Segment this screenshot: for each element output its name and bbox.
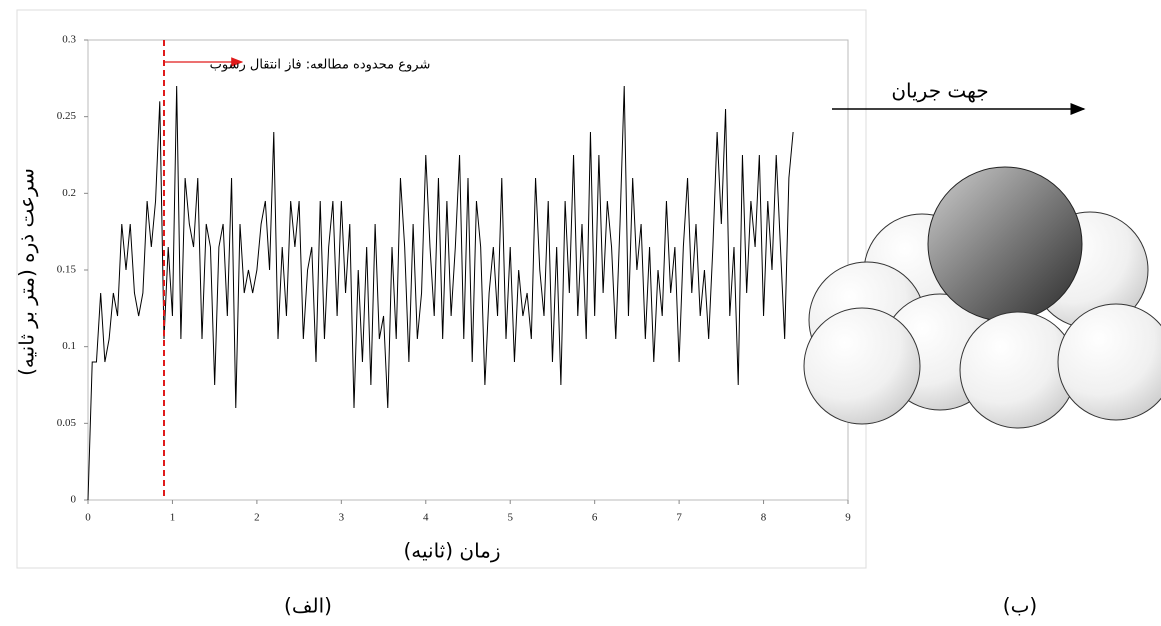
particle [1057,303,1161,421]
data-line [87,85,794,501]
caption-b: (ب) [1003,594,1037,618]
particle [803,307,921,425]
y-tick-label: 0.2 [62,187,76,199]
y-axis-title: سرعت ذره (متر بر ثانیه) [15,168,39,376]
y-tick-label: 0.15 [57,264,77,276]
x-tick-label: 6 [592,512,598,524]
caption-a: (الف) [284,594,332,618]
x-axis-title: زمان (ثانیه) [403,539,500,563]
plot-frame [87,39,849,501]
target-particle [927,166,1083,322]
x-tick-label: 1 [170,512,176,524]
flow-label: جهت جریان [891,79,988,103]
x-tick-label: 7 [676,512,682,524]
x-tick-label: 4 [423,512,429,524]
annotation: شروع محدوده مطالعه: فاز انتقال رسوب [210,58,431,73]
x-tick-label: 2 [254,512,260,524]
y-tick-label: 0.25 [57,110,77,122]
x-tick-label: 3 [339,512,345,524]
y-tick-label: 0.3 [62,34,76,46]
y-tick-label: 0.1 [62,340,76,352]
x-tick-label: 9 [845,512,851,524]
y-tick-label: 0.05 [57,417,77,429]
x-tick-label: 0 [85,512,91,524]
x-tick-label: 5 [507,512,513,524]
y-tick-label: 0 [71,494,77,506]
particle-diagram: جهت جریان [803,79,1161,429]
x-tick-label: 8 [761,512,767,524]
plot: 0 0.05 0.1 0.15 0.2 0.25 0.3 0 1 2 3 4 5 6 7 8 9 [57,34,852,524]
